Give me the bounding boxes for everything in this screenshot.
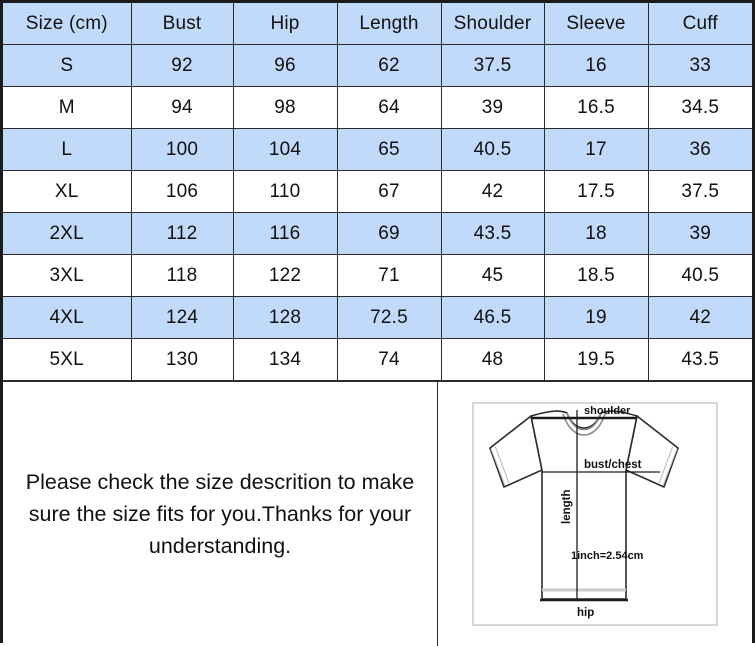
column-header-size: Size (cm)	[3, 3, 132, 45]
cell-shoulder: 39	[440, 86, 545, 129]
cell-size: M	[3, 86, 132, 129]
diagram-frame: shoulder bust/chest length 1inch=2.54cm …	[472, 402, 718, 626]
cell-size: S	[3, 44, 132, 87]
table-row: S 92 96 62 37.5 16 33	[3, 44, 752, 87]
cell-length: 62	[336, 44, 442, 87]
note-panel: Please check the size descrition to make…	[3, 382, 438, 646]
measurement-diagram-panel: shoulder bust/chest length 1inch=2.54cm …	[438, 382, 752, 646]
cell-length: 72.5	[336, 296, 442, 339]
cell-bust: 92	[130, 44, 234, 87]
cell-bust: 106	[130, 170, 234, 213]
cell-hip: 128	[232, 296, 338, 339]
label-length: length	[561, 490, 573, 525]
table-row: 4XL 124 128 72.5 46.5 19 42	[3, 296, 752, 339]
cell-cuff: 39	[647, 212, 752, 255]
label-hip: hip	[577, 607, 594, 619]
cell-hip: 98	[232, 86, 338, 129]
table-row: XL 106 110 67 42 17.5 37.5	[3, 170, 752, 213]
cell-size: 3XL	[3, 254, 132, 297]
cell-bust: 130	[130, 338, 234, 381]
cell-hip: 104	[232, 128, 338, 171]
cell-hip: 122	[232, 254, 338, 297]
cell-shoulder: 40.5	[440, 128, 545, 171]
label-bust-chest: bust/chest	[584, 459, 642, 471]
cell-bust: 112	[130, 212, 234, 255]
cell-cuff: 37.5	[647, 170, 752, 213]
cell-hip: 134	[232, 338, 338, 381]
collar-outer-line	[562, 413, 606, 436]
bottom-section: Please check the size descrition to make…	[3, 381, 752, 646]
measurement-guides	[542, 410, 660, 600]
cell-length: 69	[336, 212, 442, 255]
table-row: 5XL 130 134 74 48 19.5 43.5	[3, 338, 752, 381]
cell-cuff: 40.5	[647, 254, 752, 297]
table-row: L 100 104 65 40.5 17 36	[3, 128, 752, 171]
cell-cuff: 42	[647, 296, 752, 339]
cell-size: XL	[3, 170, 132, 213]
cell-shoulder: 48	[440, 338, 545, 381]
cell-length: 74	[336, 338, 442, 381]
cell-size: 4XL	[3, 296, 132, 339]
cell-bust: 100	[130, 128, 234, 171]
cell-sleeve: 18	[543, 212, 649, 255]
size-table: Size (cm) Bust Hip Length Shoulder Sleev…	[3, 3, 752, 381]
column-header-bust: Bust	[130, 3, 234, 45]
table-header-row: Size (cm) Bust Hip Length Shoulder Sleev…	[3, 3, 752, 45]
column-header-cuff: Cuff	[647, 3, 752, 45]
table-row: M 94 98 64 39 16.5 34.5	[3, 86, 752, 129]
cell-hip: 116	[232, 212, 338, 255]
tshirt-body-shape	[530, 410, 638, 600]
cell-shoulder: 37.5	[440, 44, 545, 87]
cell-length: 67	[336, 170, 442, 213]
cell-length: 71	[336, 254, 442, 297]
cell-length: 64	[336, 86, 442, 129]
cell-size: 2XL	[3, 212, 132, 255]
column-header-hip: Hip	[232, 3, 338, 45]
cell-cuff: 43.5	[647, 338, 752, 381]
cell-shoulder: 45	[440, 254, 545, 297]
cell-hip: 110	[232, 170, 338, 213]
table-row: 2XL 112 116 69 43.5 18 39	[3, 212, 752, 255]
cell-shoulder: 46.5	[440, 296, 545, 339]
left-cuff-hem	[490, 445, 510, 487]
column-header-sleeve: Sleeve	[543, 3, 649, 45]
label-inch-conversion: 1inch=2.54cm	[571, 550, 644, 562]
column-header-length: Length	[336, 3, 442, 45]
tshirt-measurement-diagram: shoulder bust/chest length 1inch=2.54cm …	[489, 405, 679, 619]
cell-size: L	[3, 128, 132, 171]
cell-sleeve: 18.5	[543, 254, 649, 297]
cell-sleeve: 17	[543, 128, 649, 171]
cell-size: 5XL	[3, 338, 132, 381]
cell-cuff: 34.5	[647, 86, 752, 129]
table-row: 3XL 118 122 71 45 18.5 40.5	[3, 254, 752, 297]
cell-sleeve: 19.5	[543, 338, 649, 381]
cell-sleeve: 16.5	[543, 86, 649, 129]
cell-sleeve: 19	[543, 296, 649, 339]
cell-sleeve: 17.5	[543, 170, 649, 213]
cell-bust: 118	[130, 254, 234, 297]
cell-length: 65	[336, 128, 442, 171]
column-header-shoulder: Shoulder	[440, 3, 545, 45]
cell-bust: 94	[130, 86, 234, 129]
cell-sleeve: 16	[543, 44, 649, 87]
cell-bust: 124	[130, 296, 234, 339]
size-note-text: Please check the size descrition to make…	[25, 469, 415, 559]
cell-cuff: 33	[647, 44, 752, 87]
right-cuff-hem	[658, 445, 678, 487]
cell-shoulder: 42	[440, 170, 545, 213]
cell-hip: 96	[232, 44, 338, 87]
cell-cuff: 36	[647, 128, 752, 171]
cell-shoulder: 43.5	[440, 212, 545, 255]
label-shoulder: shoulder	[584, 405, 631, 417]
